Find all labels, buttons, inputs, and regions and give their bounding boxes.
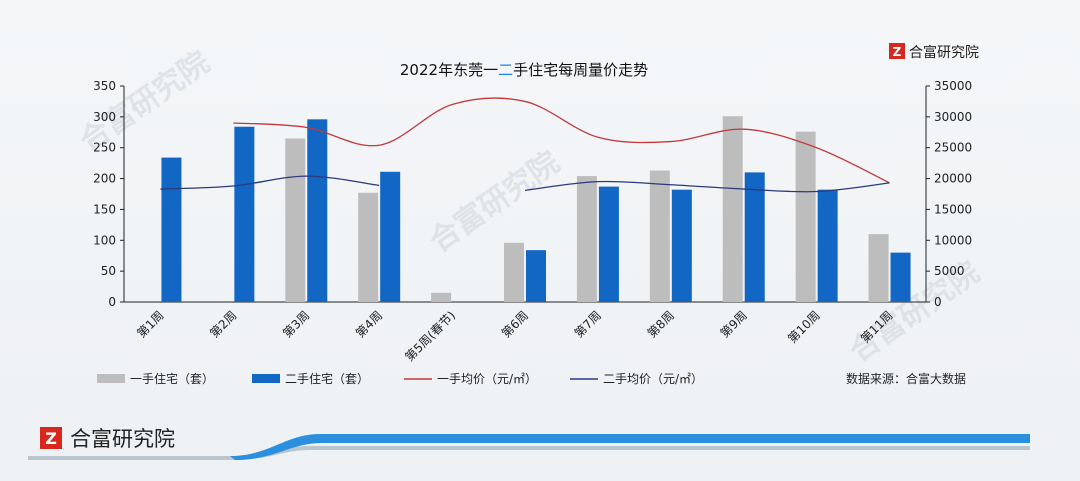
chart-title: 2022年东莞一二手住宅每周量价走势: [400, 61, 648, 79]
chart-title-part-1: 2022年东莞一: [400, 61, 498, 79]
brand-name-top: 合富研究院: [909, 44, 979, 61]
bar-new-housing: [504, 242, 524, 302]
x-tick-label: 第6周: [499, 308, 531, 340]
x-tick-label: 第10周: [785, 308, 823, 346]
bar-new-housing: [649, 170, 670, 302]
left-tick-label: 100: [93, 233, 116, 247]
left-tick-label: 200: [93, 172, 116, 186]
right-tick-label: 20000: [934, 172, 972, 186]
brand-name-bottom: 合富研究院: [70, 427, 175, 451]
left-tick-label: 150: [93, 202, 116, 216]
bar-second-housing: [598, 186, 619, 302]
legend-label-second-line: 二手均价（元/㎡）: [603, 372, 703, 386]
line-second-price: [524, 180, 890, 193]
left-tick-label: 350: [93, 79, 116, 93]
x-tick-label: 第8周: [645, 308, 677, 340]
bar-new-housing: [795, 131, 816, 302]
legend-label-second-bar: 二手住宅（套）: [285, 371, 369, 386]
bars: [161, 116, 911, 303]
right-tick-label: 0: [934, 295, 942, 309]
band-blue-strip: [230, 434, 1030, 460]
bar-second-housing: [380, 171, 401, 302]
bar-second-housing: [161, 157, 182, 302]
brand-logo-icon: [889, 43, 905, 59]
watermark-text: 合富研究院: [843, 255, 986, 370]
left-tick-label: 250: [93, 141, 116, 155]
bar-second-housing: [234, 126, 255, 302]
left-tick-label: 300: [93, 110, 116, 124]
bar-second-housing: [890, 252, 911, 302]
left-axis-ticks: 0 50 100 150 200 250 300 350: [93, 79, 124, 309]
bar-second-housing: [307, 119, 328, 302]
brand-logo-glyph: Z: [893, 45, 902, 59]
bar-new-housing: [358, 192, 379, 302]
bottom-band: Z 合富研究院: [28, 427, 1030, 460]
legend-label-new-line: 一手均价（元/㎡）: [437, 372, 537, 386]
watermark-text: 合富研究院: [423, 145, 566, 260]
x-tick-label: 第2周: [207, 308, 239, 340]
chart-title-part-2: 二: [498, 61, 513, 79]
band-gray-strip: [28, 446, 1030, 460]
line-second-price: [160, 175, 380, 190]
legend: 一手住宅（套） 二手住宅（套） 一手均价（元/㎡） 二手均价（元/㎡）: [97, 371, 703, 386]
bar-second-housing: [817, 189, 838, 302]
bar-new-housing: [868, 234, 889, 302]
brand-logo-bottom-icon: [40, 427, 62, 449]
right-tick-label: 10000: [934, 233, 972, 247]
legend-swatch-new-bar: [97, 374, 125, 383]
line-new-price: [233, 97, 890, 184]
x-axis-labels: 第1周 第2周 第3周 第4周 第5周(春节) 第6周 第7周 第8周 第9周 第10周 第11周: [134, 308, 895, 364]
legend-label-new-bar: 一手住宅（套）: [130, 371, 214, 386]
right-tick-label: 25000: [934, 141, 972, 155]
chart-title-part-3: 手住宅每周量价走势: [513, 61, 648, 79]
x-tick-label: 第9周: [718, 308, 750, 340]
brand-logo-bottom-glyph: Z: [45, 429, 57, 448]
bar-second-housing: [526, 250, 546, 302]
right-tick-label: 5000: [934, 264, 965, 278]
left-tick-label: 0: [108, 295, 116, 309]
bar-new-housing: [576, 176, 597, 302]
lines: [160, 97, 890, 193]
bar-new-housing: [722, 116, 743, 303]
brand-top: Z 合富研究院: [889, 43, 979, 61]
x-tick-label: 第7周: [572, 308, 604, 340]
right-tick-label: 15000: [934, 202, 972, 216]
bar-second-housing: [744, 172, 765, 302]
bar-new-housing: [431, 292, 452, 302]
bar-new-housing: [285, 138, 306, 302]
right-tick-label: 35000: [934, 79, 972, 93]
legend-swatch-second-bar: [252, 374, 280, 383]
source-note: 数据来源：合富大数据: [846, 371, 966, 386]
left-tick-label: 50: [101, 264, 116, 278]
right-axis-ticks: 0 5000 10000 15000 20000 25000 30000 35000: [926, 79, 972, 309]
bar-second-housing: [671, 189, 692, 302]
x-tick-label: 第1周: [134, 308, 166, 340]
x-tick-label: 第3周: [280, 308, 312, 340]
x-tick-label: 第4周: [353, 308, 385, 340]
x-tick-label: 第5周(春节): [402, 308, 458, 364]
right-tick-label: 30000: [934, 110, 972, 124]
